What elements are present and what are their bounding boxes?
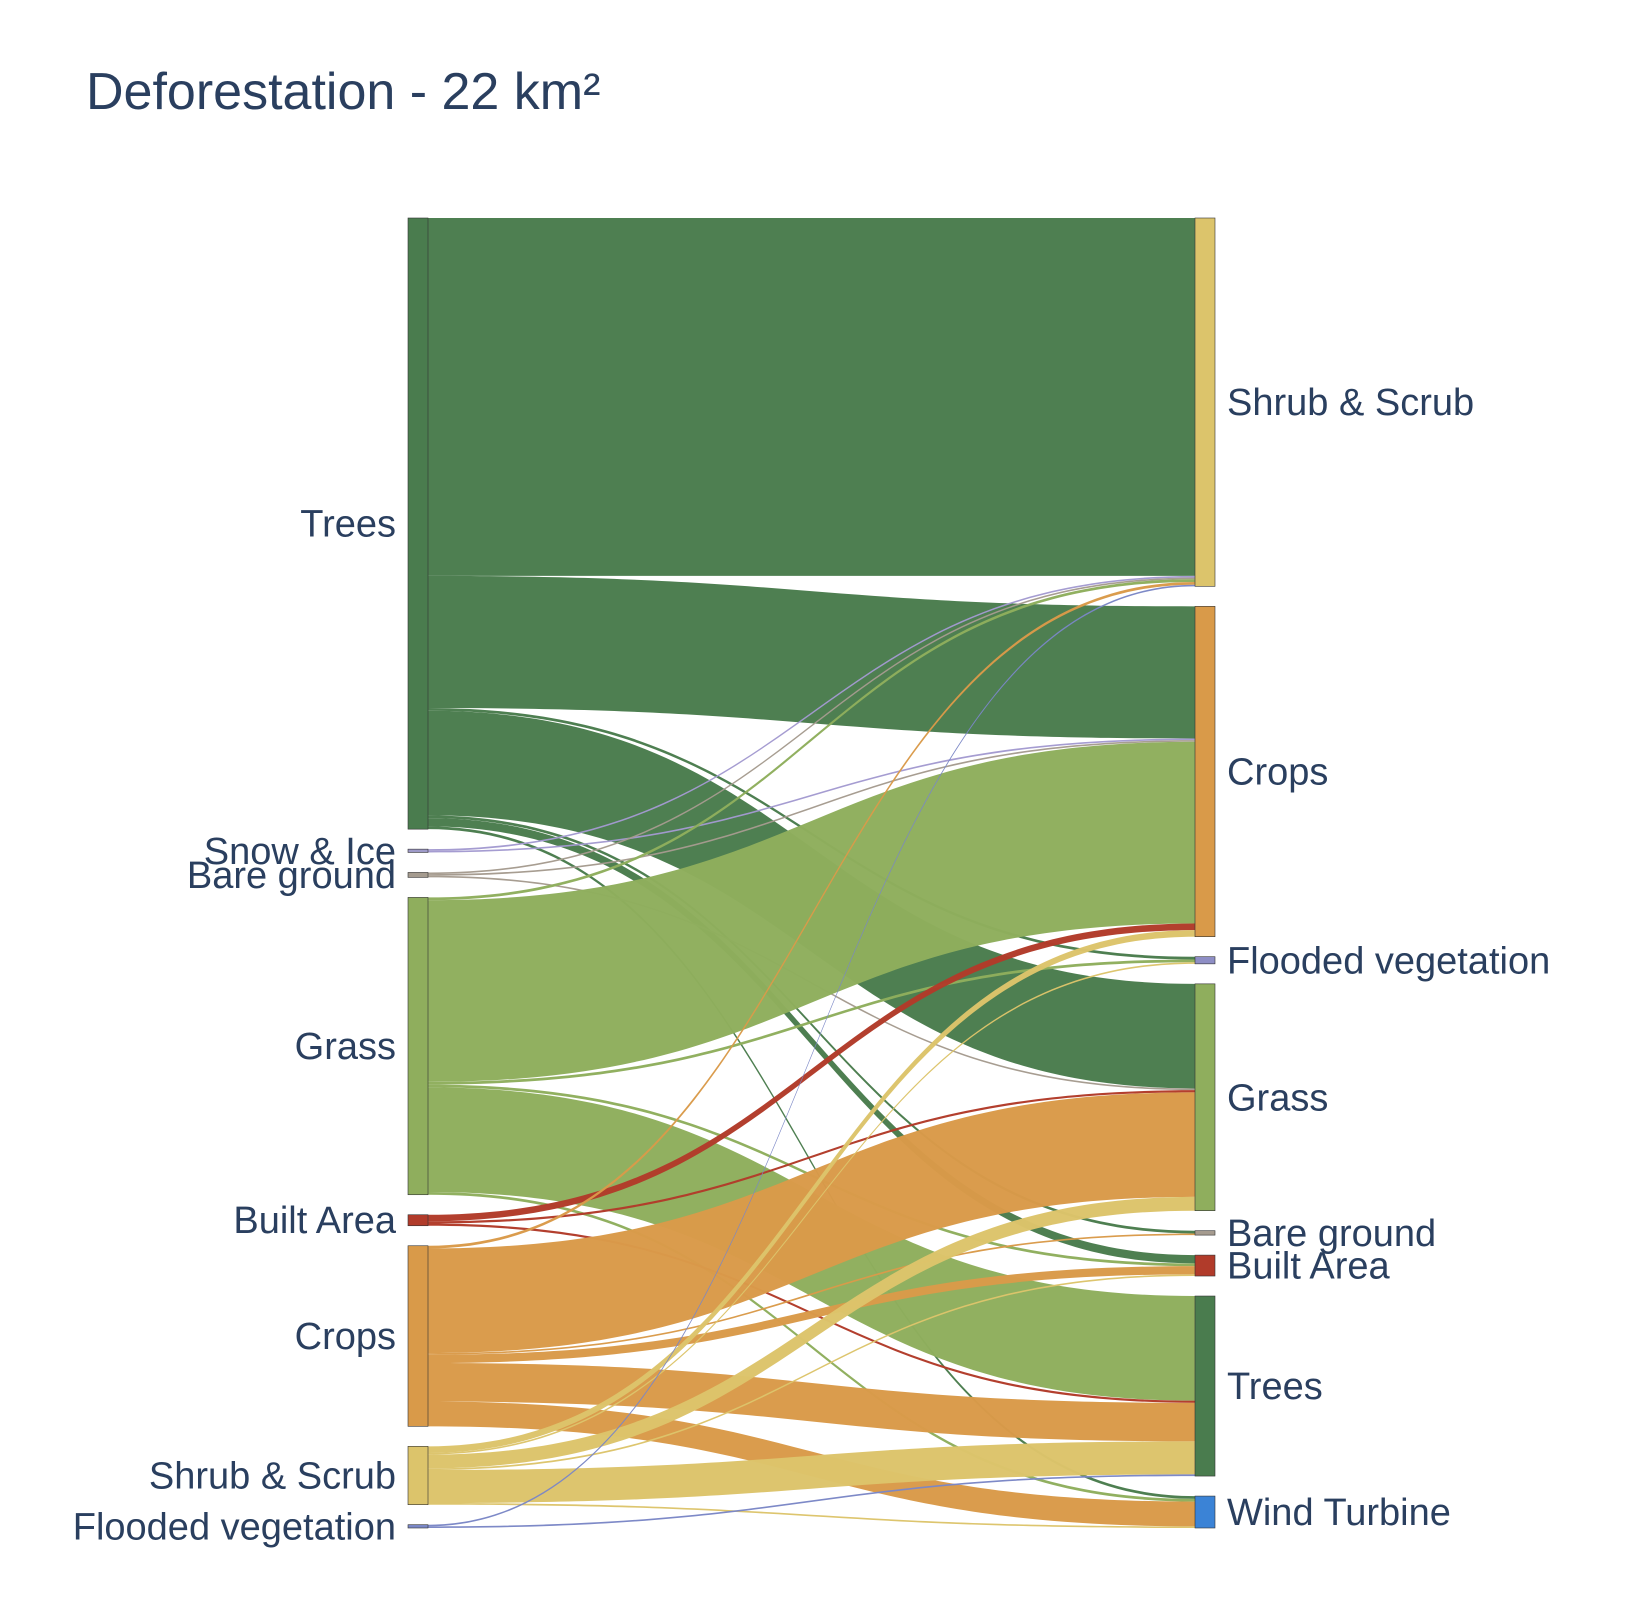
label-src-flooded: Flooded vegetation: [73, 1506, 396, 1548]
node-tgt-grass: [1194, 983, 1216, 1211]
label-src-crops: Crops: [295, 1316, 396, 1358]
label-src-snow: Snow & Ice: [204, 831, 396, 873]
node-src-snow: [407, 848, 429, 853]
link-trees-to-built: [428, 818, 1195, 1264]
chart-title: Deforestation - 22 km²: [86, 63, 601, 121]
links-layer: [428, 218, 1195, 1528]
label-tgt-shrub: Shrub & Scrub: [1227, 382, 1474, 424]
label-tgt-built: Built Area: [1227, 1246, 1391, 1288]
link-snow-to-shrub: [428, 575, 1195, 851]
link-shrub-to-trees: [428, 1441, 1195, 1504]
node-tgt-flooded: [1194, 956, 1216, 965]
label-tgt-flooded: Flooded vegetation: [1227, 940, 1550, 982]
link-crops-to-built: [428, 1266, 1195, 1364]
link-trees-to-shrub: [428, 218, 1195, 576]
label-src-built: Built Area: [233, 1200, 397, 1242]
link-crops-to-bare: [428, 1233, 1195, 1355]
link-trees-to-wind: [428, 826, 1195, 1499]
link-shrub-to-grass: [428, 1196, 1195, 1469]
node-tgt-wind: [1194, 1495, 1216, 1529]
label-src-bare: Bare ground: [187, 855, 396, 897]
node-tgt-crops: [1194, 606, 1216, 937]
link-built-to-crops: [428, 923, 1195, 1222]
label-tgt-trees: Trees: [1227, 1366, 1323, 1408]
link-grass-to-flooded: [428, 959, 1195, 1085]
link-built-to-grass: [428, 1090, 1195, 1224]
link-crops-to-trees: [428, 1363, 1195, 1442]
node-src-bare: [407, 872, 429, 878]
node-src-built: [407, 1214, 429, 1227]
link-shrub-to-crops: [428, 930, 1195, 1453]
link-trees-to-crops: [428, 575, 1195, 739]
label-tgt-wind: Wind Turbine: [1227, 1492, 1451, 1534]
node-tgt-trees: [1194, 1295, 1216, 1477]
link-snow-to-crops: [428, 738, 1195, 853]
link-shrub-to-built: [428, 1274, 1195, 1471]
link-shrub-to-flooded: [428, 962, 1195, 1455]
node-src-trees: [407, 217, 429, 830]
node-src-shrub: [407, 1446, 429, 1505]
node-tgt-bare: [1194, 1230, 1216, 1236]
label-tgt-crops: Crops: [1227, 752, 1328, 794]
label-tgt-grass: Grass: [1227, 1077, 1328, 1119]
label-src-trees: Trees: [300, 504, 396, 546]
link-flooded-to-shrub: [428, 584, 1195, 1527]
node-tgt-built: [1194, 1254, 1216, 1277]
node-src-flooded: [407, 1524, 429, 1529]
label-tgt-bare: Bare ground: [1227, 1213, 1436, 1255]
link-grass-to-shrub: [428, 579, 1195, 901]
link-crops-to-shrub: [428, 581, 1195, 1249]
node-src-grass: [407, 897, 429, 1196]
label-src-shrub: Shrub & Scrub: [149, 1456, 396, 1498]
link-grass-to-crops: [428, 741, 1195, 1082]
label-src-grass: Grass: [295, 1026, 396, 1068]
node-src-crops: [407, 1245, 429, 1427]
node-tgt-shrub: [1194, 217, 1216, 587]
link-trees-to-bare: [428, 815, 1195, 1234]
nodes-layer: [407, 217, 1216, 1529]
link-bare-to-crops: [428, 740, 1195, 876]
link-grass-to-wind: [428, 1191, 1195, 1502]
link-shrub-to-wind: [428, 1503, 1195, 1528]
link-bare-to-shrub: [428, 577, 1195, 875]
link-flooded-to-trees: [428, 1474, 1195, 1528]
link-crops-to-grass: [428, 1092, 1195, 1354]
